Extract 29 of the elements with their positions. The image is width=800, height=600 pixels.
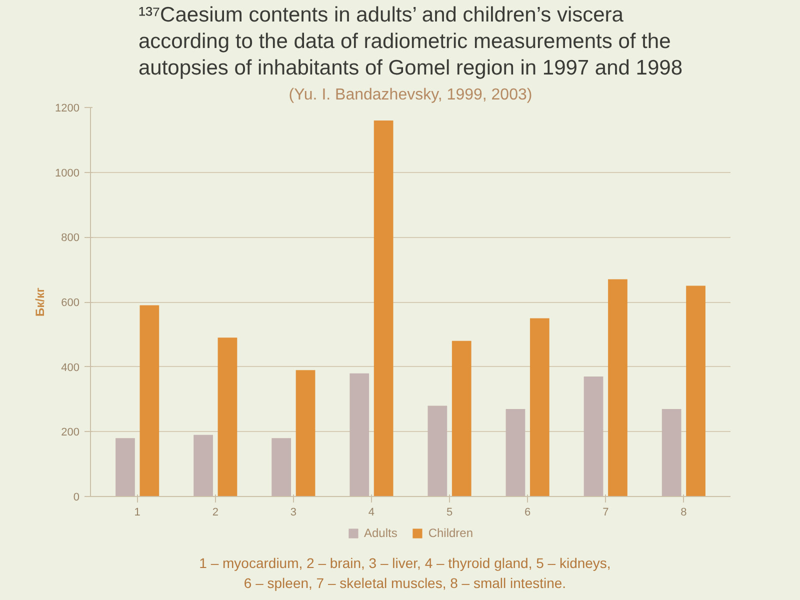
x-tick-label: 2: [212, 506, 218, 518]
y-tick-label: 1200: [55, 102, 80, 114]
chart-subtitle: (Yu. I. Bandazhevsky, 1999, 2003): [288, 86, 532, 104]
text: 1 – myocardium, 2 – brain, 3 – liver, 4 – thyroid gland, 5 – kidneys, 6 – spleen, 7 – skeletal muscles, 8 – small intestine.: [199, 554, 611, 593]
y-tick-label: 400: [61, 362, 80, 374]
y-tick-label: 1000: [55, 167, 80, 180]
x-tick-label: 8: [680, 506, 687, 518]
bar: [530, 318, 550, 496]
bar: [374, 120, 394, 496]
y-tick-label: 800: [61, 232, 80, 244]
x-tick-label: 7: [602, 506, 609, 518]
legend-label: Children: [428, 526, 474, 540]
bar: [686, 286, 706, 496]
y-tick-label: 0: [73, 492, 80, 504]
bar: [296, 370, 316, 496]
y-tick-label: 200: [61, 426, 80, 439]
legend-label: Adults: [364, 526, 398, 540]
x-tick-label: 3: [290, 506, 296, 518]
x-tick-label: 6: [524, 506, 531, 518]
y-tick-label: 600: [61, 297, 80, 309]
x-tick-label: 5: [446, 506, 453, 518]
x-tick-label: 1: [134, 506, 140, 518]
chart-title: ¹³⁷Caesium contents in adults’ and children’s viscera according to the data of radiometric measurements of the autopsies of inhabitants of Gomel region in 1997 and 1998: [138, 4, 683, 80]
y-axis-title: Бк/кг: [33, 288, 48, 316]
bar: [452, 340, 472, 496]
x-tick-label: 4: [368, 506, 375, 518]
bar: [218, 338, 238, 496]
bar: [608, 279, 628, 496]
bar: [140, 305, 160, 496]
